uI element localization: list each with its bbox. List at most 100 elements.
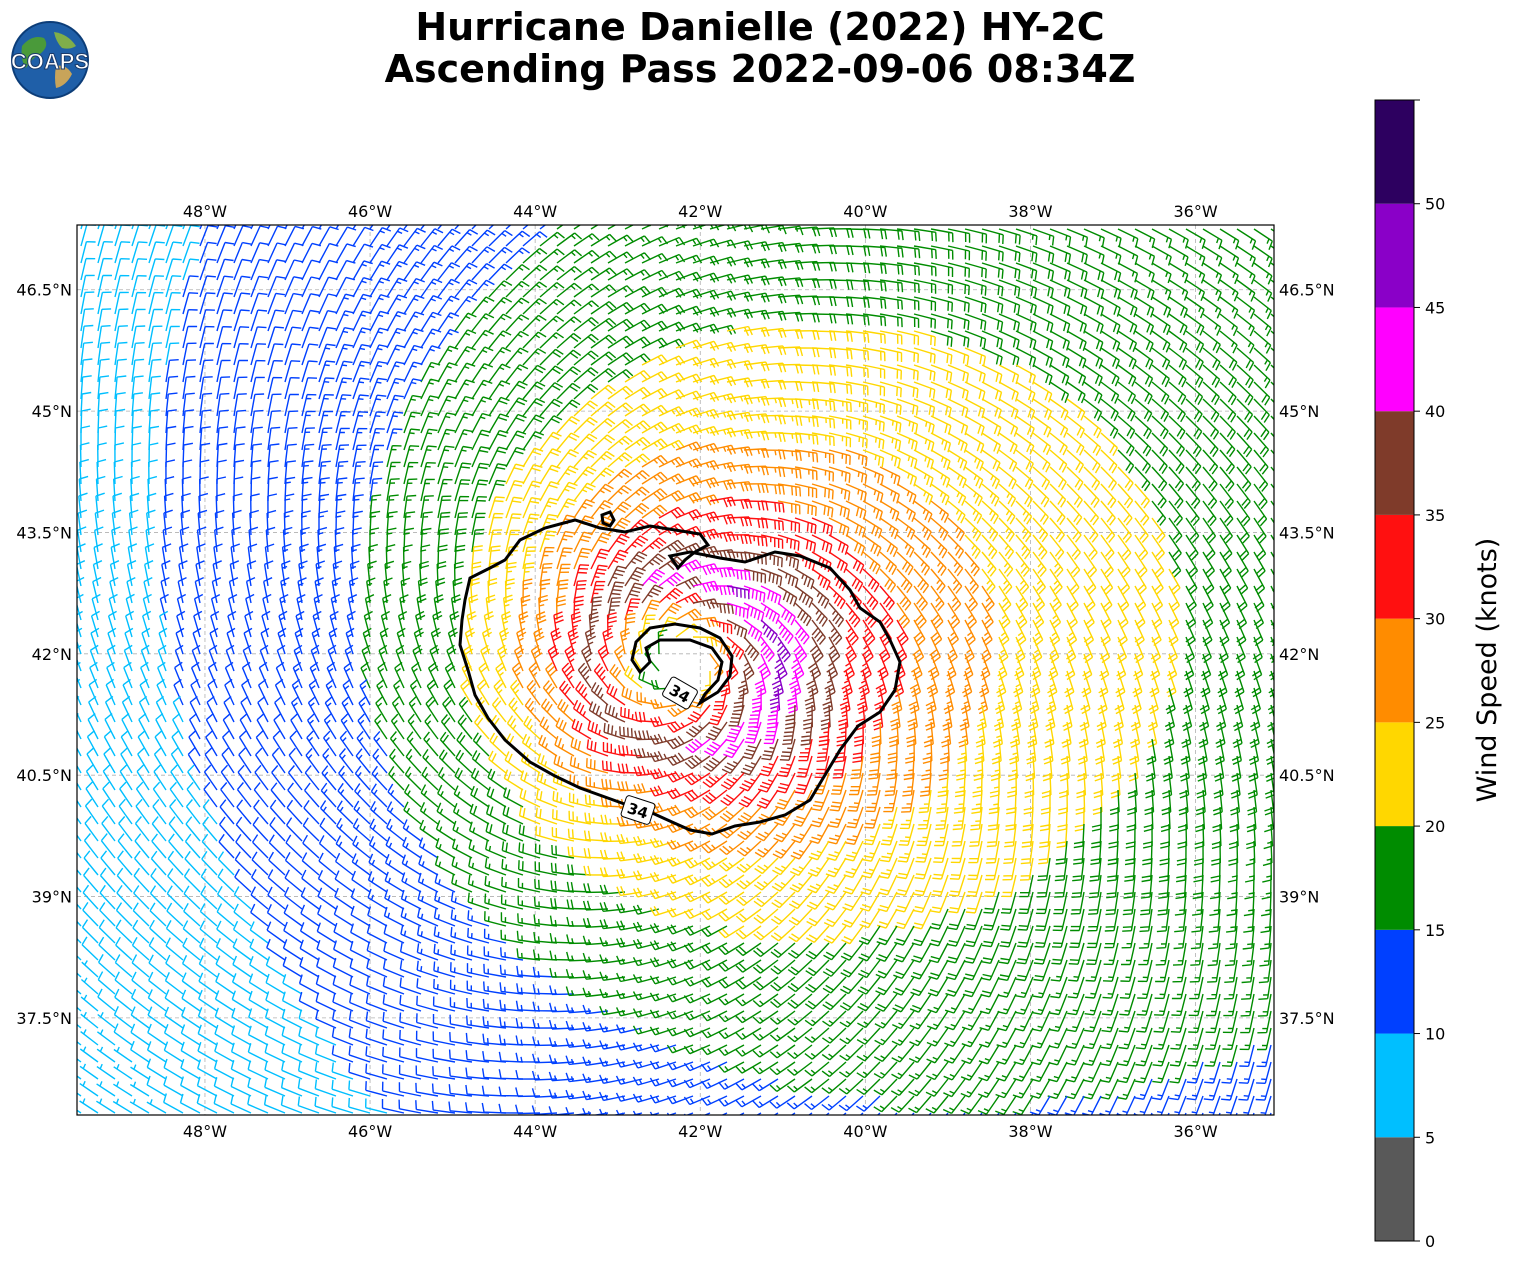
wind-barb [743,568,767,584]
wind-barb [709,619,733,635]
wind-barb [913,517,932,541]
wind-barb [826,840,847,861]
wind-barb [484,875,507,893]
wind-barb [471,446,490,468]
wind-barb [590,564,608,587]
wind-barb [757,653,771,681]
wind-barb [692,306,720,317]
wind-barb [165,342,180,366]
wind-barb [913,602,927,629]
wind-barb [718,993,745,1006]
wind-barb [599,1040,626,1050]
wind-barb [380,610,391,638]
wind-barb [399,1029,422,1046]
wind-barb [615,1007,643,1017]
wind-barb [1134,1078,1153,1100]
wind-barb [1185,500,1200,527]
wind-barb [362,627,372,655]
wind-barb [811,415,836,429]
wind-barb [471,396,493,417]
wind-barb [531,1105,558,1115]
wind-barb [1155,942,1170,966]
wind-barb [214,509,225,536]
wind-barb [535,807,558,825]
wind-barb [77,782,82,791]
wind-barb [250,225,254,230]
wind-barb [1253,551,1266,578]
wind-barb [539,332,564,349]
wind-barb [641,421,668,434]
wind-barb [275,661,286,689]
wind-barb [607,452,633,468]
wind-barb [1015,517,1032,543]
wind-barb [122,678,133,706]
wind-barb [449,1032,473,1046]
wind-barb [1083,568,1097,595]
wind-barb [301,869,320,893]
wind-barb [1253,483,1268,510]
wind-barb [735,908,762,923]
wind-barb [454,245,478,264]
wind-barb [1185,517,1200,544]
wind-barb [1158,857,1170,883]
wind-barb [1066,228,1089,247]
wind-barb [649,768,677,780]
lon-tick-label-top: 40°W [843,202,887,221]
wind-barb [468,821,490,842]
wind-barb [1185,381,1204,406]
wind-barb [1240,993,1255,1017]
wind-barb [700,1010,728,1022]
wind-barb [148,392,161,417]
wind-barb [1185,279,1206,301]
wind-barb [518,611,529,638]
wind-barb [743,602,765,622]
wind-barb [740,755,762,776]
wind-barb [582,970,609,980]
wind-barb [590,284,617,298]
wind-barb [760,449,786,460]
wind-barb [535,611,547,638]
wind-barb [263,560,274,587]
wind-barb [573,225,582,230]
wind-barb [1088,874,1102,899]
wind-barb [776,636,791,663]
wind-barb [1070,908,1085,932]
wind-barb [1049,993,1068,1016]
wind-barb [312,610,322,638]
wind-barb [232,493,243,519]
wind-barb [617,763,643,774]
wind-barb [702,772,728,788]
wind-barb [233,393,247,417]
wind-barb [794,483,818,498]
wind-barb [233,225,253,247]
wind-barb [454,512,468,536]
wind-barb [349,958,371,978]
wind-barb [522,513,540,536]
wind-barb [433,594,444,621]
wind-barb [146,1075,167,1097]
wind-barb [964,330,987,349]
wind-barb [692,391,720,403]
wind-barb [148,358,162,383]
wind-barb [548,1037,575,1047]
wind-barb [632,991,660,1001]
wind-barb [879,415,902,433]
wind-barb [382,959,405,978]
wind-barb [1242,925,1255,950]
wind-barb [1039,823,1051,848]
wind-barb [522,247,548,264]
wind-barb [896,279,920,294]
wind-barb [548,1071,575,1082]
wind-barb [736,840,762,857]
wind-barb [1015,347,1037,368]
wind-barb [804,687,816,714]
wind-barb [365,1081,388,1097]
wind-barb [218,833,235,859]
wind-barb [178,543,189,570]
wind-barb [1186,1061,1204,1084]
wind-barb [896,466,918,487]
wind-barb [171,730,184,757]
wind-barb [214,1042,235,1063]
wind-barb [250,309,268,332]
wind-barb [760,500,785,513]
